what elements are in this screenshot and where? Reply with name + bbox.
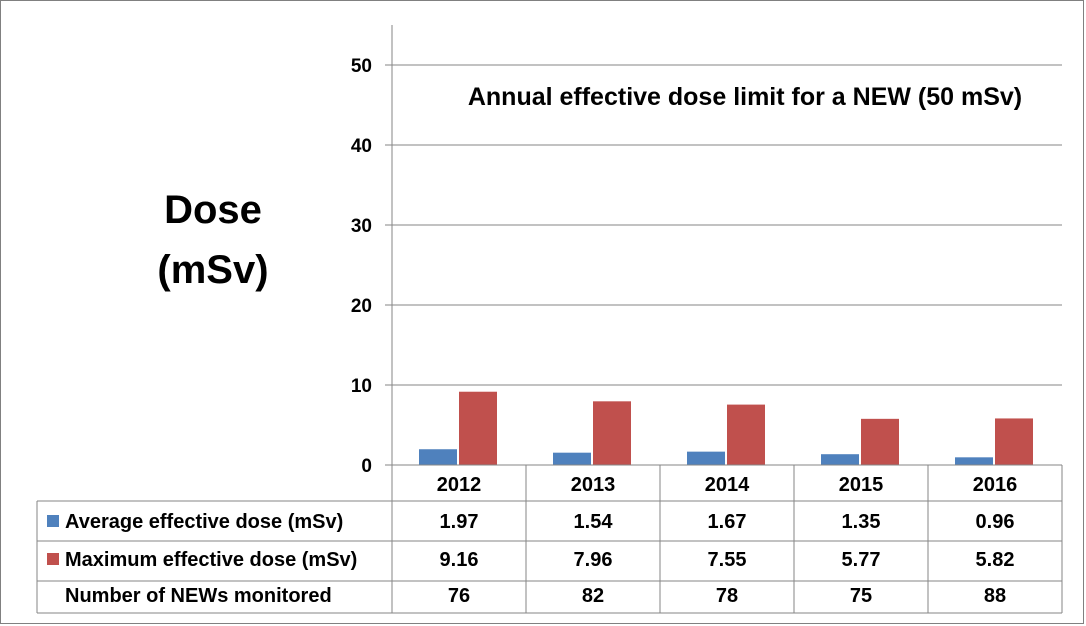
bar-average-dose <box>955 457 993 465</box>
table-value: 0.96 <box>976 511 1015 533</box>
table-value: 1.54 <box>574 511 614 533</box>
y-tick-label: 50 <box>351 56 372 77</box>
series-name: Average effective dose (mSv) <box>65 511 343 533</box>
table-value: 1.97 <box>440 511 479 533</box>
y-axis-label-line2: (mSv) <box>157 248 269 292</box>
table-value: 1.35 <box>842 511 881 533</box>
x-category-label: 2016 <box>973 474 1018 496</box>
y-axis-label-line1: Dose <box>164 188 262 232</box>
table-value: 9.16 <box>440 549 479 571</box>
x-category-label: 2014 <box>705 474 750 496</box>
legend-key-maximum <box>47 553 59 565</box>
y-axis-label: Dose (mSv) <box>118 180 308 300</box>
bar-average-dose <box>419 449 457 465</box>
y-tick-label: 0 <box>361 456 372 477</box>
table-value: 5.82 <box>976 549 1015 571</box>
bar-maximum-dose <box>593 401 631 465</box>
table-value: 75 <box>850 585 872 607</box>
table-value: 1.67 <box>708 511 747 533</box>
x-category-label: 2012 <box>437 474 482 496</box>
bar-average-dose <box>553 452 591 465</box>
annotation-dose-limit: Annual effective dose limit for a NEW (5… <box>468 83 1022 111</box>
table-value: 76 <box>448 585 470 607</box>
y-tick-label: 10 <box>351 376 372 397</box>
x-category-label: 2013 <box>571 474 616 496</box>
table-value: 5.77 <box>842 549 881 571</box>
table-value: 7.96 <box>574 549 613 571</box>
table-value: 82 <box>582 585 604 607</box>
bar-maximum-dose <box>861 418 899 465</box>
table-value: 78 <box>716 585 738 607</box>
y-tick-label: 40 <box>351 136 372 157</box>
bar-maximum-dose <box>459 391 497 465</box>
legend-key-average <box>47 515 59 527</box>
bar-average-dose <box>821 454 859 465</box>
x-category-label: 2015 <box>839 474 884 496</box>
bar-maximum-dose <box>727 404 765 465</box>
bar-average-dose <box>687 451 725 465</box>
table-value: 7.55 <box>708 549 747 571</box>
series-name: Maximum effective dose (mSv) <box>65 549 357 571</box>
y-tick-label: 30 <box>351 216 372 237</box>
row-name-news-monitored: Number of NEWs monitored <box>65 585 332 607</box>
table-value: 88 <box>984 585 1006 607</box>
y-tick-label: 20 <box>351 296 372 317</box>
bar-maximum-dose <box>995 418 1033 465</box>
